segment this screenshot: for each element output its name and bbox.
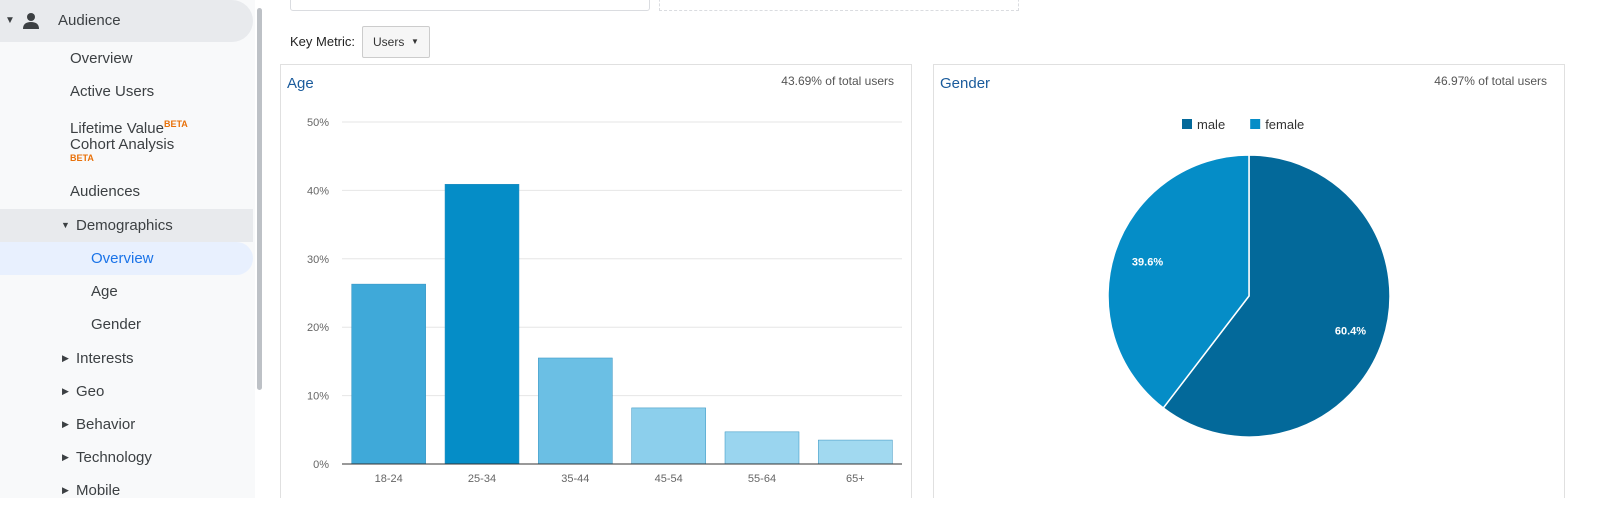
y-tick-label: 50% xyxy=(307,117,329,129)
gender-panel xyxy=(933,64,1565,498)
nav-label: Cohort Analysis xyxy=(70,136,175,153)
pie-slice xyxy=(1162,154,1391,438)
nav-item[interactable]: Cohort Analysis BETA xyxy=(0,136,253,169)
chart-title: Gender xyxy=(940,75,990,92)
nav-audience[interactable]: ▼ Audience xyxy=(0,0,253,42)
y-tick-label: 20% xyxy=(307,322,329,334)
nav-item[interactable]: ▶ Behavior xyxy=(0,408,253,441)
person-icon xyxy=(23,13,39,29)
y-tick-label: 10% xyxy=(307,391,329,403)
bar xyxy=(444,183,520,465)
x-tick-label: 45-54 xyxy=(655,473,683,485)
nav-item[interactable]: ▶ Mobile xyxy=(0,474,253,507)
nav-label: Audience xyxy=(58,12,121,29)
nav-item[interactable]: Overview xyxy=(70,50,133,67)
y-tick-label: 40% xyxy=(307,185,329,197)
beta-badge: BETA xyxy=(70,153,94,163)
beta-badge: BETA xyxy=(163,119,188,129)
scrollbar[interactable] xyxy=(257,8,262,390)
x-tick-label: 25-34 xyxy=(468,473,496,485)
nav-label: Interests xyxy=(76,350,134,367)
nav-item[interactable]: ▶ Interests xyxy=(0,342,253,375)
nav-label: Mobile xyxy=(76,482,121,499)
chart-subtitle: 43.69% of total users xyxy=(781,74,894,88)
sidebar: ▼ Audience Overview Active Users Lifetim… xyxy=(0,0,255,499)
age-panel xyxy=(280,64,912,498)
nav-label: Demographics xyxy=(76,217,173,234)
nav-label: Geo xyxy=(76,383,105,400)
x-tick-label: 35-44 xyxy=(561,473,589,485)
x-tick-label: 55-64 xyxy=(748,473,776,485)
key-metric-label: Key Metric: xyxy=(290,34,356,49)
bar xyxy=(351,283,426,465)
nav-item[interactable]: Gender xyxy=(91,316,142,333)
x-tick-label: 65+ xyxy=(846,473,865,485)
bar xyxy=(538,357,613,465)
nav-item[interactable]: ▶ Geo xyxy=(0,375,253,408)
chart-subtitle: 46.97% of total users xyxy=(1434,74,1547,88)
bar xyxy=(818,439,893,465)
nav-item[interactable]: ▼ Demographics xyxy=(0,209,253,242)
legend-swatch xyxy=(1182,119,1192,129)
nav-item[interactable]: Active Users xyxy=(70,83,155,100)
nav-item[interactable]: ▶ Technology xyxy=(0,441,253,474)
dropdown-value: Users xyxy=(373,35,405,49)
nav-item[interactable]: Age xyxy=(91,283,118,300)
pie-slice xyxy=(1107,154,1250,410)
y-tick-label: 0% xyxy=(313,459,329,471)
bar xyxy=(631,407,706,465)
nav-item-selected[interactable]: Overview xyxy=(0,242,253,275)
input-box[interactable] xyxy=(659,0,1019,11)
nav-label: Behavior xyxy=(76,416,136,433)
slice-label: 39.6% xyxy=(1132,257,1163,269)
slice-label: 60.4% xyxy=(1335,325,1366,337)
legend-label: male xyxy=(1197,117,1225,132)
chart-title: Age xyxy=(287,75,314,92)
key-metric-dropdown[interactable]: Users ▼ xyxy=(362,26,430,58)
input-box[interactable] xyxy=(290,0,650,11)
bar xyxy=(724,431,800,465)
x-tick-label: 18-24 xyxy=(375,473,403,485)
legend-swatch xyxy=(1250,119,1261,129)
y-tick-label: 30% xyxy=(307,254,329,266)
nav-item[interactable]: Audiences xyxy=(70,183,141,200)
legend-label: female xyxy=(1265,117,1304,132)
nav-label: Lifetime Value xyxy=(70,120,164,137)
nav-item[interactable]: Lifetime ValueBETA xyxy=(0,108,253,141)
nav-label: Technology xyxy=(76,449,152,466)
